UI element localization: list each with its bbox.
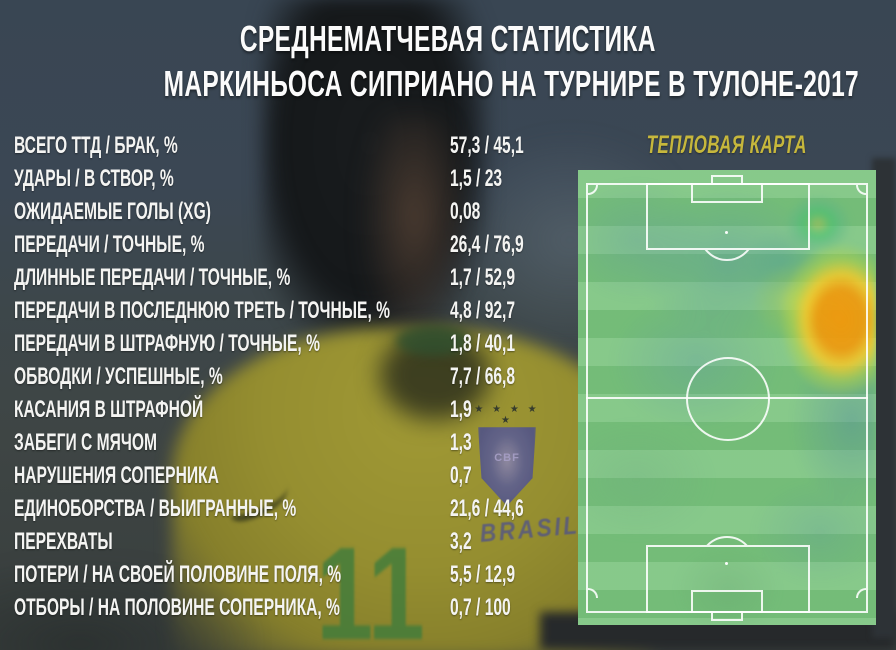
stat-value: 4,8 / 92,7 [450, 296, 516, 324]
stat-row: КАСАНИЯ В ШТРАФНОЙ 1,9 [14, 393, 570, 426]
stat-value: 21,6 / 44,6 [450, 494, 524, 522]
stat-label: ПЕРЕДАЧИ В ШТРАФНУЮ / ТОЧНЫЕ, % [14, 329, 320, 357]
stat-row: ДЛИННЫЕ ПЕРЕДАЧИ / ТОЧНЫЕ, % 1,7 / 52,9 [14, 261, 570, 294]
stat-row: НАРУШЕНИЯ СОПЕРНИКА 0,7 [14, 459, 570, 492]
stat-value: 26,4 / 76,9 [450, 230, 524, 258]
stats-list: ВСЕГО ТТД / БРАК, % 57,3 / 45,1 УДАРЫ / … [14, 129, 570, 624]
pitch-goal-box-bottom [691, 590, 763, 613]
heatmap-title: ТЕПЛОВАЯ КАРТА [646, 131, 808, 159]
stat-value: 0,7 [450, 461, 472, 489]
pitch-goal-box-top [691, 183, 763, 203]
stat-label: ДЛИННЫЕ ПЕРЕДАЧИ / ТОЧНЫЕ, % [14, 263, 291, 291]
stat-label: ЕДИНОБОРСТВА / ВЫИГРАННЫЕ, % [14, 494, 297, 522]
stat-value: 1,5 / 23 [450, 164, 503, 192]
page-title: СРЕДНЕМАТЧЕВАЯ СТАТИСТИКА МАРКИНЬОСА СИП… [0, 16, 896, 106]
stat-row: ПЕРЕДАЧИ / ТОЧНЫЕ, % 26,4 / 76,9 [14, 228, 570, 261]
pitch-penalty-spot-top [725, 231, 728, 234]
stat-row: ПЕРЕДАЧИ В ШТРАФНУЮ / ТОЧНЫЕ, % 1,8 / 40… [14, 327, 570, 360]
stat-label: ПОТЕРИ / НА СВОЕЙ ПОЛОВИНЕ ПОЛЯ, % [14, 560, 342, 588]
stat-label: ВСЕГО ТТД / БРАК, % [14, 131, 178, 159]
pitch-penalty-spot-bottom [725, 562, 728, 565]
stat-value: 3,2 [450, 527, 472, 555]
pitch-center-circle [686, 357, 770, 441]
pitch-corner-arc-top-right [856, 185, 866, 195]
pitch-corner-arc-bottom-left [588, 588, 598, 598]
stat-label: УДАРЫ / В СТВОР, % [14, 164, 174, 192]
stat-value: 57,3 / 45,1 [450, 131, 524, 159]
stat-row: ОЖИДАЕМЫЕ ГОЛЫ (XG) 0,08 [14, 195, 570, 228]
stat-label: ЗАБЕГИ С МЯЧОМ [14, 428, 157, 456]
stat-row: ПОТЕРИ / НА СВОЕЙ ПОЛОВИНЕ ПОЛЯ, % 5,5 /… [14, 558, 570, 591]
stat-value: 0,7 / 100 [450, 593, 511, 621]
title-line-2: МАРКИНЬОСА СИПРИАНО НА ТУРНИРЕ В ТУЛОНЕ-… [163, 63, 860, 104]
stat-label: ОТБОРЫ / НА ПОЛОВИНЕ СОПЕРНИКА, % [14, 593, 340, 621]
stat-row: ОТБОРЫ / НА ПОЛОВИНЕ СОПЕРНИКА, % 0,7 / … [14, 591, 570, 624]
heatmap-pitch [578, 170, 876, 625]
stat-label: ОЖИДАЕМЫЕ ГОЛЫ (XG) [14, 197, 211, 225]
stat-value: 5,5 / 12,9 [450, 560, 516, 588]
stat-value: 0,08 [450, 197, 481, 225]
stat-row: ЕДИНОБОРСТВА / ВЫИГРАННЫЕ, % 21,6 / 44,6 [14, 492, 570, 525]
stat-label: НАРУШЕНИЯ СОПЕРНИКА [14, 461, 219, 489]
stat-row: ВСЕГО ТТД / БРАК, % 57,3 / 45,1 [14, 129, 570, 162]
pitch-goal-bottom [711, 611, 743, 621]
stat-label: ПЕРЕДАЧИ / ТОЧНЫЕ, % [14, 230, 205, 258]
stat-label: ОБВОДКИ / УСПЕШНЫЕ, % [14, 362, 223, 390]
stat-value: 1,8 / 40,1 [450, 329, 516, 357]
stat-label: ПЕРЕХВАТЫ [14, 527, 113, 555]
pitch-goal-top [711, 175, 743, 185]
stat-row: ПЕРЕХВАТЫ 3,2 [14, 525, 570, 558]
title-line-1: СРЕДНЕМАТЧЕВАЯ СТАТИСТИКА [240, 18, 656, 59]
stat-value: 1,7 / 52,9 [450, 263, 516, 291]
stat-row: ЗАБЕГИ С МЯЧОМ 1,3 [14, 426, 570, 459]
stat-value: 1,3 [450, 428, 472, 456]
stat-label: КАСАНИЯ В ШТРАФНОЙ [14, 395, 204, 423]
stat-value: 1,9 [450, 395, 472, 423]
pitch-corner-arc-bottom-right [856, 588, 866, 598]
stat-label: ПЕРЕДАЧИ В ПОСЛЕДНЮЮ ТРЕТЬ / ТОЧНЫЕ, % [14, 296, 390, 324]
stat-row: УДАРЫ / В СТВОР, % 1,5 / 23 [14, 162, 570, 195]
stat-row: ОБВОДКИ / УСПЕШНЫЕ, % 7,7 / 66,8 [14, 360, 570, 393]
stat-row: ПЕРЕДАЧИ В ПОСЛЕДНЮЮ ТРЕТЬ / ТОЧНЫЕ, % 4… [14, 294, 570, 327]
stat-value: 7,7 / 66,8 [450, 362, 516, 390]
